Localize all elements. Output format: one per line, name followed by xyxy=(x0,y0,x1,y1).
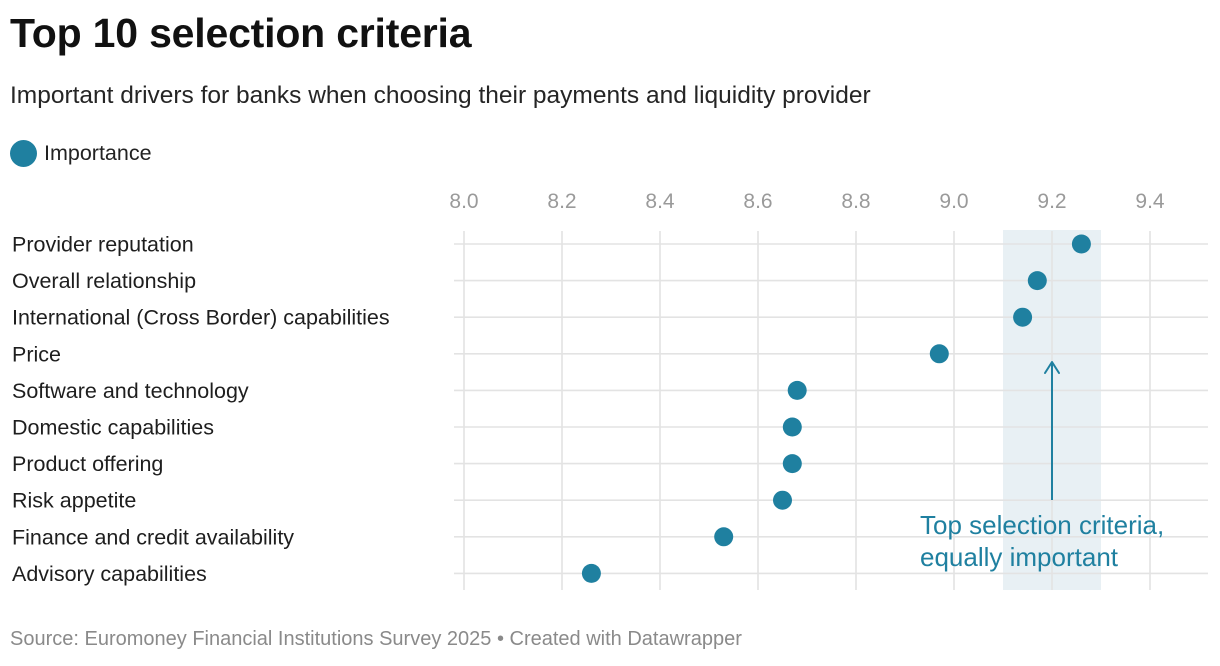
annotation: Top selection criteria,equally important xyxy=(920,361,1164,572)
source-text: Source: Euromoney Financial Institutions… xyxy=(10,628,492,650)
x-axis-tick-labels: 8.0 8.2 8.4 8.6 8.8 9.0 9.2 9.4 xyxy=(449,190,1165,213)
category-label-1: Overall relationship xyxy=(12,269,196,293)
category-labels: Provider reputation Overall relationship I… xyxy=(12,233,390,586)
chart-title: Top 10 selection criteria xyxy=(10,10,472,56)
category-label-0: Provider reputation xyxy=(12,233,194,257)
category-label-4: Software and technology xyxy=(12,379,249,403)
x-tick-label-5: 9.0 xyxy=(939,190,968,213)
data-point-6 xyxy=(782,454,802,474)
category-label-3: Price xyxy=(12,342,61,366)
gridlines xyxy=(454,231,1208,590)
chart-subtitle: Important drivers for banks when choosin… xyxy=(10,82,871,109)
category-label-9: Advisory capabilities xyxy=(12,562,207,586)
data-point-3 xyxy=(929,344,949,364)
legend-label-importance: Importance xyxy=(44,140,152,165)
category-label-6: Product offering xyxy=(12,452,163,476)
x-tick-label-3: 8.6 xyxy=(743,190,772,213)
category-label-7: Risk appetite xyxy=(12,489,136,513)
annotation-arrow-head xyxy=(1044,361,1060,374)
category-label-2: International (Cross Border) capabilitie… xyxy=(12,306,390,330)
category-label-8: Finance and credit availability xyxy=(12,525,294,549)
x-tick-label-4: 8.8 xyxy=(841,190,870,213)
annotation-text-line-1: equally important xyxy=(920,542,1119,572)
data-point-4 xyxy=(787,380,807,400)
data-point-8 xyxy=(714,527,734,547)
data-point-7 xyxy=(773,490,792,510)
data-points xyxy=(581,234,1091,583)
x-tick-label-7: 9.4 xyxy=(1135,190,1165,213)
source-separator: • xyxy=(496,628,504,650)
x-tick-label-2: 8.4 xyxy=(645,190,675,213)
data-point-1 xyxy=(1027,271,1047,291)
data-point-5 xyxy=(782,417,802,437)
data-point-9 xyxy=(581,563,601,583)
x-tick-label-1: 8.2 xyxy=(547,190,576,213)
category-label-5: Domestic capabilities xyxy=(12,416,214,440)
legend: Importance xyxy=(10,138,152,168)
datawrapper-credit: Created with Datawrapper xyxy=(509,628,742,650)
data-point-2 xyxy=(1013,307,1033,327)
x-tick-label-6: 9.2 xyxy=(1037,190,1066,213)
x-tick-label-0: 8.0 xyxy=(449,190,478,213)
legend-swatch-importance xyxy=(10,139,37,167)
annotation-text-line-0: Top selection criteria, xyxy=(920,510,1164,540)
dot-plot: 8.0 8.2 8.4 8.6 8.8 9.0 9.2 9.4 Provider reputa… xyxy=(12,190,1208,590)
source-note: Source: Euromoney Financial Institutions… xyxy=(10,628,742,651)
data-point-0 xyxy=(1071,234,1091,254)
